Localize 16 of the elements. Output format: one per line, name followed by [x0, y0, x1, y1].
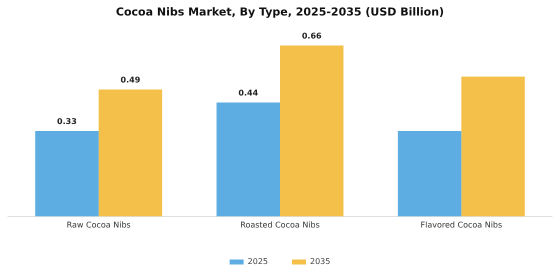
x-tick-label: Raw Cocoa Nibs [66, 220, 131, 230]
data-label: 0.66 [302, 32, 322, 41]
bar [216, 102, 280, 216]
bar [98, 90, 162, 216]
bar [280, 46, 344, 216]
chart-title: Cocoa Nibs Market, By Type, 2025-2035 (USD Billion) [116, 5, 444, 18]
x-tick-label: Flavored Cocoa Nibs [420, 220, 502, 230]
legend-label: 2025 [248, 257, 268, 266]
legend-label: 2035 [310, 257, 330, 266]
data-label: 0.33 [57, 117, 77, 126]
data-label: 0.44 [238, 88, 259, 98]
x-tick-label: Roasted Cocoa Nibs [240, 220, 320, 230]
bar [461, 76, 525, 216]
data-label: 0.49 [120, 76, 141, 85]
bar [398, 130, 462, 216]
bar [35, 130, 99, 216]
